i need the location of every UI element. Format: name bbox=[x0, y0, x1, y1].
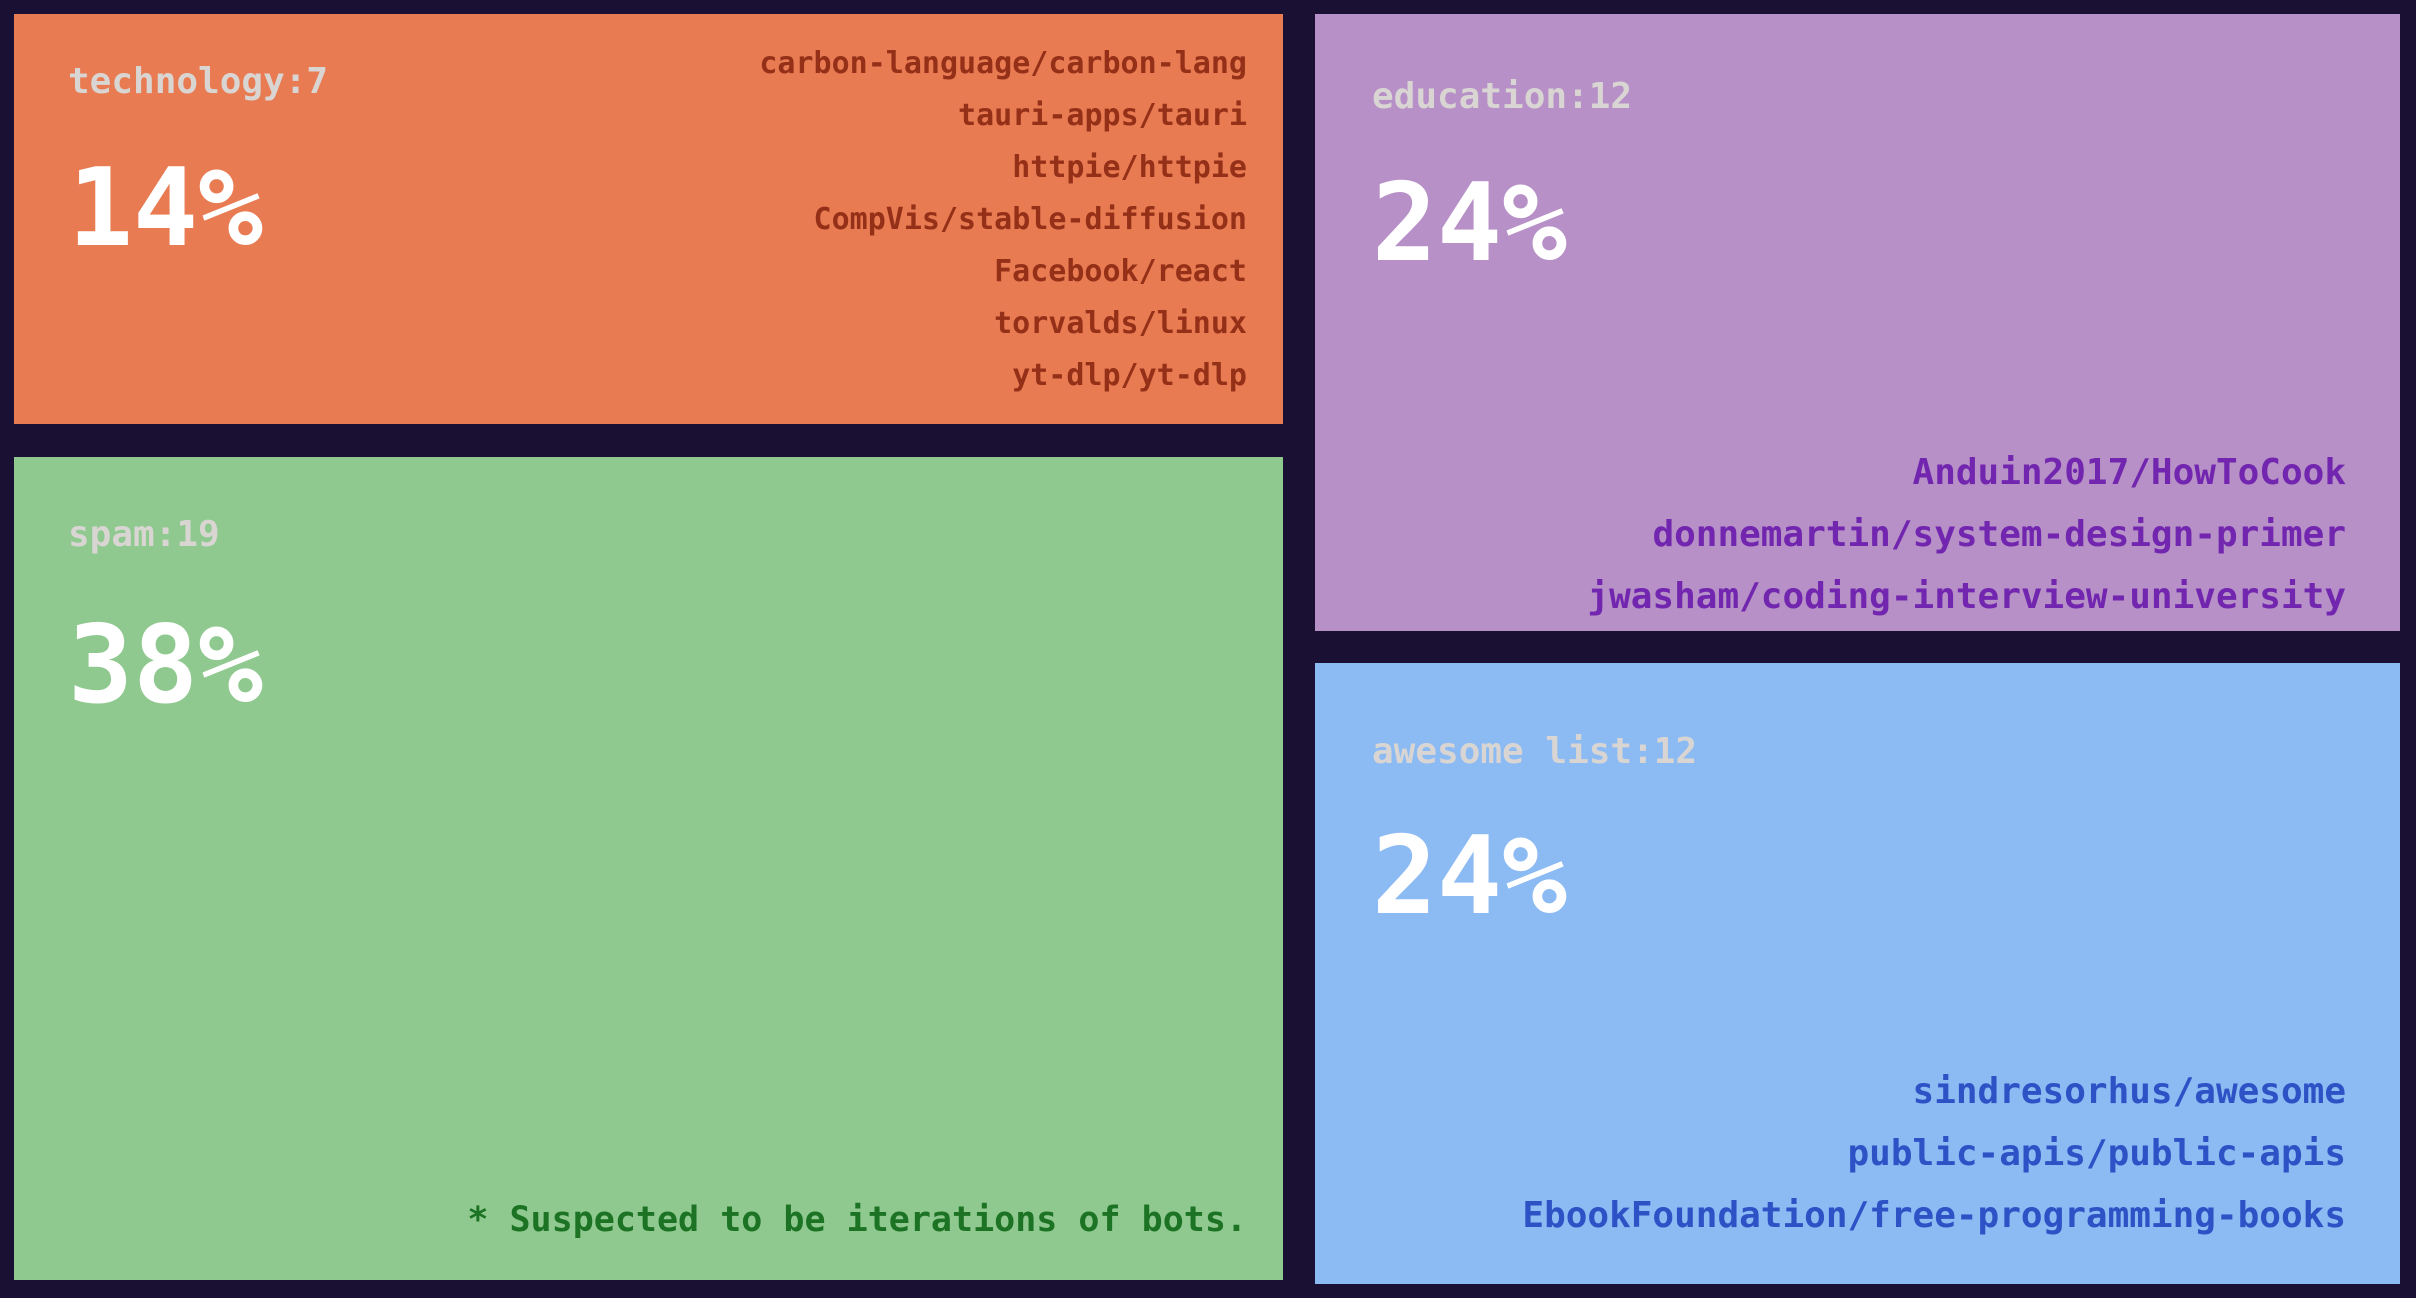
cell-percent-technology: 14% bbox=[68, 146, 264, 271]
treemap-cell-spam: spam:19 38% * Suspected to be iterations… bbox=[14, 457, 1283, 1280]
cell-percent-spam: 38% bbox=[68, 603, 264, 728]
repo-item: donnemartin/system-design-primer bbox=[1652, 514, 2346, 555]
repo-item: jwasham/coding-interview-university bbox=[1587, 576, 2346, 617]
repo-item: yt-dlp/yt-dlp bbox=[1012, 358, 1247, 393]
repo-list-awesome-list: sindresorhus/awesome public-apis/public-a… bbox=[1522, 1061, 2346, 1247]
cell-label-spam: spam:19 bbox=[68, 514, 220, 555]
repo-item: sindresorhus/awesome bbox=[1912, 1071, 2346, 1112]
repo-item: public-apis/public-apis bbox=[1847, 1133, 2347, 1174]
repo-item: CompVis/stable-diffusion bbox=[813, 202, 1247, 237]
repo-item: EbookFoundation/free-programming-books bbox=[1522, 1195, 2346, 1236]
cell-label-awesome-list: awesome list:12 bbox=[1372, 731, 1698, 772]
repo-item: torvalds/linux bbox=[994, 306, 1247, 341]
cell-label-education: education:12 bbox=[1372, 76, 1633, 117]
cell-percent-awesome-list: 24% bbox=[1372, 814, 1568, 939]
repo-item: Facebook/react bbox=[994, 254, 1247, 289]
treemap-cell-education: education:12 24% Anduin2017/HowToCook don… bbox=[1315, 14, 2400, 631]
cell-percent-education: 24% bbox=[1372, 161, 1568, 286]
treemap-cell-technology: technology:7 14% carbon-language/carbon-… bbox=[14, 14, 1283, 424]
cell-label-technology: technology:7 bbox=[68, 61, 329, 102]
repo-item: carbon-language/carbon-lang bbox=[759, 46, 1247, 81]
repo-list-technology: carbon-language/carbon-lang tauri-apps/ta… bbox=[759, 38, 1247, 402]
repo-list-education: Anduin2017/HowToCook donnemartin/system-d… bbox=[1587, 442, 2346, 628]
repo-item: httpie/httpie bbox=[1012, 150, 1247, 185]
repo-item: Anduin2017/HowToCook bbox=[1912, 452, 2346, 493]
repo-item: tauri-apps/tauri bbox=[958, 98, 1247, 133]
spam-bots-footnote: * Suspected to be iterations of bots. bbox=[467, 1200, 1247, 1240]
treemap-cell-awesome-list: awesome list:12 24% sindresorhus/awesome… bbox=[1315, 663, 2400, 1284]
